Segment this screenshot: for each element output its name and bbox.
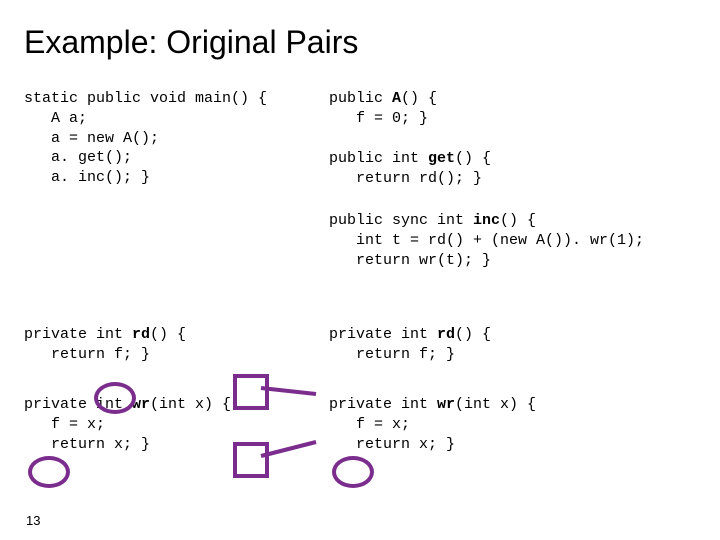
- code-rd-left: private int rd() { return f; }: [24, 325, 186, 365]
- code-ctor: public A() { f = 0; }: [329, 89, 437, 129]
- rd-left-f: [94, 382, 136, 414]
- code-main: static public void main() { A a; a = new…: [24, 89, 267, 188]
- code-line: return f; }: [329, 346, 455, 363]
- code-line: int t = rd() + (new A()). wr(1);: [329, 232, 644, 249]
- code-line: public int get() {: [329, 150, 491, 167]
- code-line: f = x;: [329, 416, 410, 433]
- wr-right-f: [332, 456, 374, 488]
- code-line: private int wr(int x) {: [329, 396, 536, 413]
- code-line: static public void main() {: [24, 90, 267, 107]
- code-line: a = new A();: [24, 130, 159, 147]
- page-number: 13: [26, 513, 40, 528]
- code-line: a. get();: [24, 149, 132, 166]
- code-wr-right: private int wr(int x) { f = x; return x;…: [329, 395, 536, 454]
- code-line: a. inc(); }: [24, 169, 150, 186]
- code-get: public int get() { return rd(); }: [329, 149, 491, 189]
- code-line: return f; }: [24, 346, 150, 363]
- code-rd-right: private int rd() { return f; }: [329, 325, 491, 365]
- code-line: private int rd() {: [24, 326, 186, 343]
- code-line: public sync int inc() {: [329, 212, 536, 229]
- code-line: return x; }: [329, 436, 455, 453]
- box-wr-left: [233, 442, 269, 478]
- code-line: f = 0; }: [329, 110, 428, 127]
- code-line: return rd(); }: [329, 170, 482, 187]
- code-line: private int rd() {: [329, 326, 491, 343]
- wr-left-f: [28, 456, 70, 488]
- code-line: public A() {: [329, 90, 437, 107]
- box-rd-left: [233, 374, 269, 410]
- slide-title: Example: Original Pairs: [24, 24, 696, 61]
- code-inc: public sync int inc() { int t = rd() + (…: [329, 211, 644, 270]
- code-line: A a;: [24, 110, 87, 127]
- code-line: return x; }: [24, 436, 150, 453]
- code-line: return wr(t); }: [329, 252, 491, 269]
- code-line: f = x;: [24, 416, 105, 433]
